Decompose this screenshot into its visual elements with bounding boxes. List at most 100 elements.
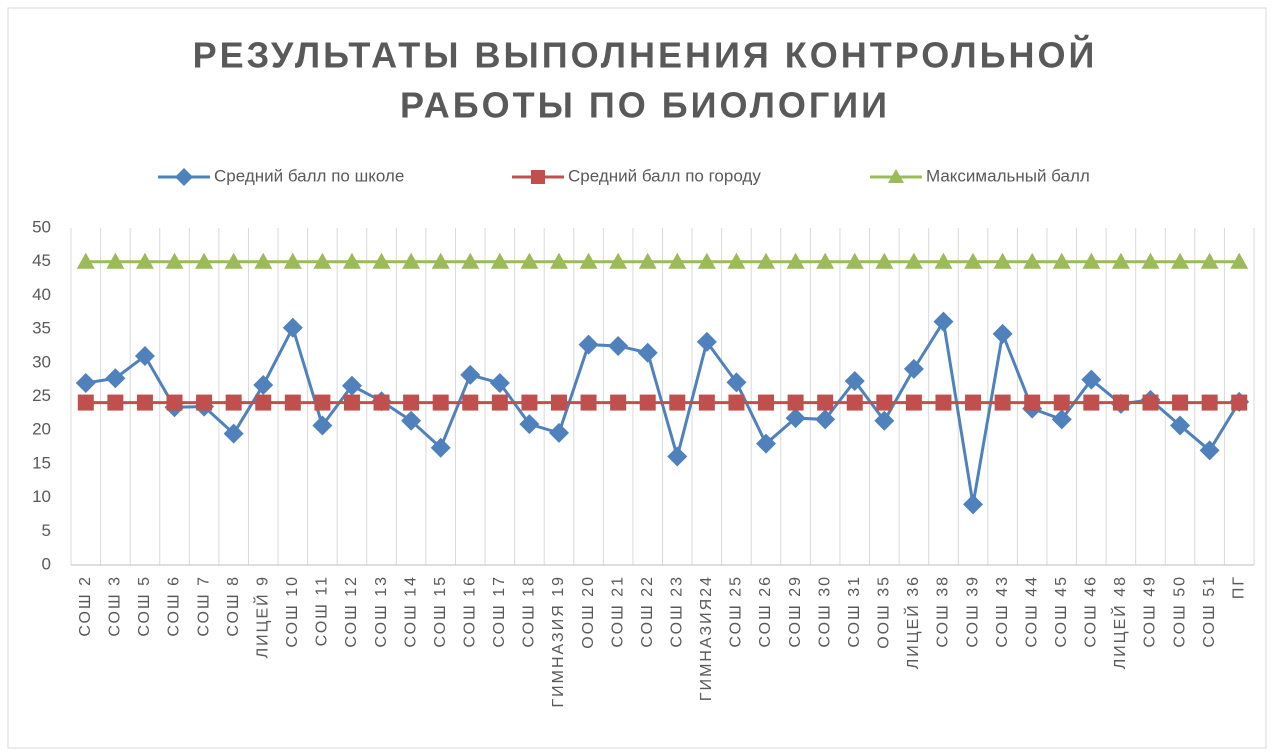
point <box>253 375 274 396</box>
x-tick-label: СОШ 44 <box>1023 575 1040 648</box>
point <box>1052 252 1071 269</box>
x-tick-label: СОШ 8 <box>225 575 242 637</box>
point <box>844 370 865 391</box>
x-tick-label: СОШ 50 <box>1171 575 1188 648</box>
point <box>77 394 94 411</box>
chart-title: РАБОТЫ ПО БИОЛОГИИ <box>400 85 890 126</box>
legend-label: Средний балл по городу <box>568 166 761 185</box>
x-tick-label: ЛИЦЕЙ 36 <box>903 575 922 669</box>
point <box>1142 394 1159 411</box>
point <box>786 252 805 269</box>
x-tick-label: СОШ 38 <box>935 575 952 648</box>
y-tick-label: 5 <box>42 521 51 540</box>
point <box>403 394 420 411</box>
x-tick-label: СОШ 12 <box>343 575 360 648</box>
point <box>255 394 272 411</box>
chart-title: РЕЗУЛЬТАТЫ ВЫПОЛНЕНИЯ КОНТРОЛЬНОЙ <box>193 34 1098 76</box>
point <box>254 252 273 269</box>
point <box>1111 252 1130 269</box>
point <box>373 394 390 411</box>
point <box>460 364 481 385</box>
point <box>638 252 657 269</box>
chart-frame <box>7 7 1267 749</box>
point <box>432 394 449 411</box>
point <box>75 373 96 394</box>
point <box>282 317 303 338</box>
y-tick-label: 50 <box>32 217 51 236</box>
point <box>401 410 422 431</box>
point <box>430 437 451 458</box>
point <box>1199 440 1220 461</box>
point <box>992 323 1013 344</box>
point <box>993 252 1012 269</box>
x-tick-label: СОШ 49 <box>1142 575 1159 648</box>
x-tick-label: ООШ 20 <box>580 575 597 649</box>
point <box>343 394 360 411</box>
point <box>550 394 567 411</box>
point <box>402 252 421 269</box>
legend-marker <box>175 168 193 186</box>
point <box>667 446 688 467</box>
point <box>196 394 213 411</box>
point <box>549 252 568 269</box>
point <box>490 252 509 269</box>
point <box>876 394 893 411</box>
point <box>580 394 597 411</box>
legend-marker <box>531 170 545 184</box>
point <box>341 375 362 396</box>
point <box>610 394 627 411</box>
x-tick-label: СОШ 21 <box>609 575 626 648</box>
legend-label: Средний балл по школе <box>214 166 404 185</box>
point <box>136 394 153 411</box>
point <box>846 394 863 411</box>
x-tick-label: СОШ 39 <box>964 575 981 648</box>
x-tick-label: ЛИЦЕЙ 9 <box>252 575 271 658</box>
point <box>134 346 155 367</box>
x-tick-label: СОШ 17 <box>491 575 508 648</box>
point <box>489 373 510 394</box>
point <box>696 331 717 352</box>
point <box>165 252 184 269</box>
point <box>933 311 954 332</box>
point <box>1082 252 1101 269</box>
point <box>225 394 242 411</box>
point <box>135 252 154 269</box>
point <box>1231 394 1248 411</box>
point <box>314 394 331 411</box>
point <box>1083 394 1100 411</box>
point <box>548 422 569 443</box>
x-tick-label: СОШ 26 <box>757 575 774 648</box>
x-tick-label: СОШ 51 <box>1201 575 1218 648</box>
x-tick-label: СОШ 46 <box>1083 575 1100 648</box>
y-tick-label: 30 <box>32 352 51 371</box>
x-tick-label: СОШ 2 <box>77 575 94 637</box>
x-tick-label: СОШ 25 <box>728 575 745 648</box>
point <box>815 409 836 430</box>
x-tick-label: ООШ 35 <box>876 575 893 649</box>
point <box>758 394 775 411</box>
point <box>579 252 598 269</box>
point <box>76 252 95 269</box>
series-line <box>85 317 1241 505</box>
point <box>726 372 747 393</box>
point <box>756 433 777 454</box>
x-tick-label: СОШ 11 <box>314 575 331 646</box>
point <box>757 252 776 269</box>
point <box>313 252 332 269</box>
point <box>224 252 243 269</box>
point <box>166 394 183 411</box>
point <box>609 252 628 269</box>
point <box>195 252 214 269</box>
x-tick-label: СОШ 3 <box>107 575 124 637</box>
point <box>491 394 508 411</box>
x-tick-label: ПГ <box>1230 575 1247 599</box>
point <box>668 252 687 269</box>
point <box>578 334 599 355</box>
point <box>608 335 629 356</box>
x-tick-label: ГИМНАЗИЯ24 <box>698 575 715 701</box>
point <box>728 394 745 411</box>
x-tick-label: СОШ 31 <box>846 575 863 648</box>
point <box>461 252 480 269</box>
point <box>697 252 716 269</box>
